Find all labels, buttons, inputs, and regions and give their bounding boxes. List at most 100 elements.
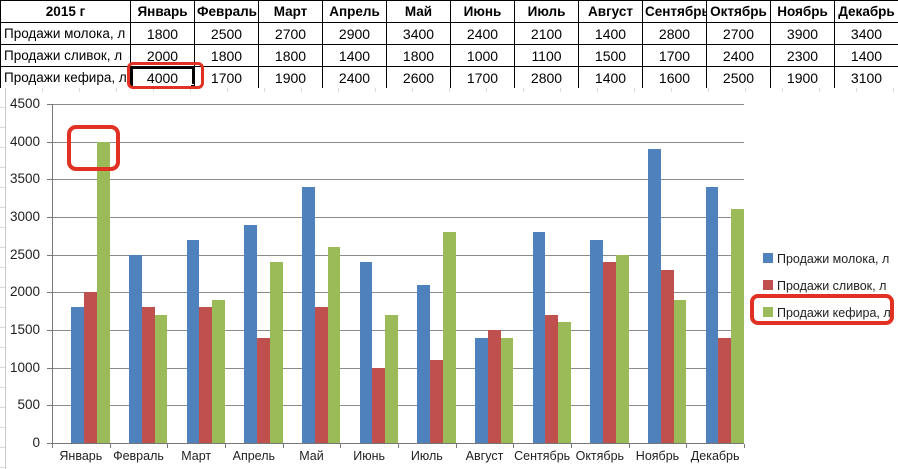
month-header-cell[interactable]: Январь — [130, 0, 195, 23]
x-axis-label[interactable]: Сентябрь — [514, 449, 571, 463]
bar[interactable] — [327, 247, 341, 443]
data-cell[interactable]: 1500 — [578, 44, 643, 67]
x-axis-label[interactable]: Март — [181, 449, 212, 463]
bar[interactable] — [590, 239, 604, 443]
data-cell[interactable]: 1000 — [450, 44, 515, 67]
data-cell[interactable]: 3100 — [834, 66, 898, 89]
bar[interactable] — [359, 262, 373, 443]
bar[interactable] — [269, 262, 283, 443]
bar[interactable] — [372, 367, 386, 443]
bar[interactable] — [474, 337, 488, 443]
bar[interactable] — [647, 149, 661, 443]
bar[interactable] — [615, 254, 629, 443]
bar[interactable] — [718, 337, 732, 443]
data-cell[interactable]: 2400 — [706, 44, 771, 67]
data-cell[interactable]: 1800 — [258, 44, 323, 67]
month-header-cell[interactable]: Май — [386, 0, 451, 23]
data-cell[interactable]: 2500 — [706, 66, 771, 89]
data-cell[interactable]: 1800 — [130, 22, 195, 45]
data-cell[interactable]: 2100 — [514, 22, 579, 45]
row-label-cell[interactable]: Продажи молока, л — [0, 22, 131, 45]
bar[interactable] — [660, 269, 674, 443]
data-cell[interactable]: 1400 — [834, 44, 898, 67]
y-axis-label[interactable]: 500 — [17, 397, 40, 413]
data-cell[interactable]: 2800 — [642, 22, 707, 45]
data-cell[interactable]: 1700 — [450, 66, 515, 89]
bar[interactable] — [417, 284, 431, 443]
bar[interactable] — [558, 322, 571, 443]
bar[interactable] — [314, 307, 328, 443]
data-cell[interactable]: 2500 — [194, 22, 259, 45]
data-cell[interactable]: 1600 — [642, 66, 707, 89]
fill-handle[interactable] — [190, 84, 194, 88]
month-header-cell[interactable]: Ноябрь — [770, 0, 835, 23]
month-header-cell[interactable]: Октябрь — [706, 0, 771, 23]
bar[interactable] — [257, 337, 270, 443]
x-axis-label[interactable]: Май — [299, 449, 324, 463]
data-cell[interactable]: 3900 — [770, 22, 835, 45]
data-cell[interactable]: 2700 — [706, 22, 771, 45]
data-cell[interactable]: 1900 — [770, 66, 835, 89]
bar[interactable] — [212, 299, 225, 443]
data-cell[interactable]: 1700 — [194, 66, 259, 89]
bar[interactable] — [84, 292, 97, 443]
bar[interactable] — [154, 314, 168, 443]
data-cell[interactable]: 3400 — [386, 22, 451, 45]
month-header-cell[interactable]: Март — [258, 0, 323, 23]
bar[interactable] — [385, 314, 398, 443]
x-axis-label[interactable]: Январь — [59, 449, 103, 463]
x-axis-label[interactable]: Декабрь — [690, 449, 740, 463]
bar-highlight-rect[interactable] — [67, 125, 120, 171]
month-header-cell[interactable]: Август — [578, 0, 643, 23]
y-axis-label[interactable]: 2000 — [9, 284, 40, 300]
data-cell[interactable]: 2800 — [514, 66, 579, 89]
data-cell[interactable]: 1100 — [514, 44, 579, 67]
data-cell[interactable]: 2600 — [386, 66, 451, 89]
bar[interactable] — [603, 262, 616, 443]
bar[interactable] — [430, 360, 443, 443]
bar[interactable] — [705, 186, 719, 443]
data-cell[interactable]: 2000 — [130, 44, 195, 67]
bar[interactable] — [487, 330, 501, 443]
bar[interactable] — [673, 299, 687, 443]
data-cell[interactable]: 2900 — [322, 22, 387, 45]
bar[interactable] — [199, 307, 213, 443]
month-header-cell[interactable]: Сентябрь — [642, 0, 707, 23]
bar[interactable] — [442, 232, 456, 443]
data-cell[interactable]: 1700 — [642, 44, 707, 67]
row-label-cell[interactable]: Продажи сливок, л — [0, 44, 131, 67]
bar[interactable] — [545, 314, 559, 443]
x-axis-label[interactable]: Февраль — [113, 449, 164, 463]
bar[interactable] — [186, 239, 200, 443]
month-header-cell[interactable]: Апрель — [322, 0, 387, 23]
y-axis-label[interactable]: 0 — [32, 435, 40, 450]
bar[interactable] — [96, 141, 110, 443]
bar[interactable] — [500, 337, 514, 443]
x-axis-label[interactable]: Июль — [410, 449, 443, 463]
y-axis-label[interactable]: 1500 — [9, 322, 40, 337]
bar[interactable] — [244, 224, 258, 443]
data-cell[interactable]: 1400 — [322, 44, 387, 67]
month-header-cell[interactable]: Июль — [514, 0, 579, 23]
x-axis-label[interactable]: Ноябрь — [635, 449, 680, 463]
legend-highlight-rect[interactable] — [750, 294, 894, 325]
bar[interactable] — [731, 209, 744, 443]
y-axis-label[interactable]: 3000 — [9, 209, 40, 224]
x-axis-label[interactable]: Август — [465, 449, 504, 463]
data-cell[interactable]: 1800 — [194, 44, 259, 67]
data-cell[interactable]: 2700 — [258, 22, 323, 45]
bar-chart[interactable]: 0 500 1000 1500 2000 2500 3000 3500 4000 4500 Янва… — [0, 88, 898, 469]
x-axis-label[interactable]: Октябрь — [575, 449, 625, 463]
y-axis-label[interactable]: 4500 — [9, 96, 40, 111]
x-axis-label[interactable]: Июнь — [353, 449, 386, 463]
data-cell[interactable]: 1400 — [578, 66, 643, 89]
y-axis-label[interactable]: 4000 — [9, 133, 40, 149]
month-header-cell[interactable]: Февраль — [194, 0, 259, 23]
table-cell-highlight-rect[interactable] — [127, 62, 204, 89]
y-axis-label[interactable]: 1000 — [9, 359, 40, 375]
month-header-cell[interactable]: Декабрь — [834, 0, 898, 23]
bar[interactable] — [128, 254, 142, 443]
data-cell[interactable]: 2400 — [322, 66, 387, 89]
data-cell[interactable]: 3400 — [834, 22, 898, 45]
month-header-cell[interactable]: Июнь — [450, 0, 515, 23]
